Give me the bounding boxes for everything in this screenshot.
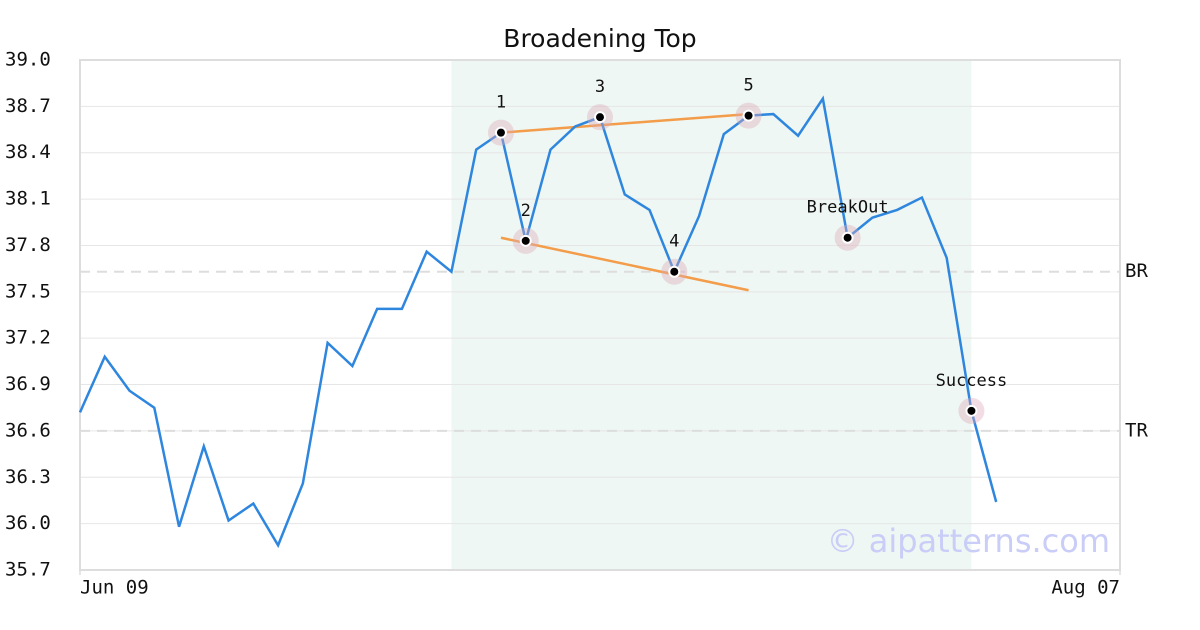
reference-label: TR bbox=[1125, 419, 1148, 441]
pivot-point bbox=[519, 234, 532, 247]
y-tick-label: 36.6 bbox=[5, 419, 51, 441]
chart-title: Broadening Top bbox=[503, 24, 696, 53]
watermark: © aipatterns.com bbox=[827, 522, 1110, 560]
y-tick-label: 36.0 bbox=[5, 512, 51, 534]
pivot-label: 2 bbox=[521, 201, 531, 221]
pivot-label: 3 bbox=[595, 77, 605, 97]
y-tick-label: 35.7 bbox=[5, 559, 51, 581]
x-tick-label: Jun 09 bbox=[80, 577, 149, 599]
pivot-point bbox=[594, 111, 606, 124]
pivot-point bbox=[668, 265, 681, 278]
y-tick-label: 36.9 bbox=[5, 373, 51, 395]
y-tick-label: 37.2 bbox=[5, 327, 51, 349]
pivot-label: Success bbox=[936, 371, 1008, 391]
pivot-label: 1 bbox=[496, 93, 506, 113]
y-tick-label: 38.4 bbox=[5, 141, 51, 163]
pivot-point bbox=[841, 231, 854, 244]
pivot-point bbox=[965, 404, 978, 417]
pivot-point bbox=[494, 126, 507, 139]
y-tick-label: 37.5 bbox=[5, 280, 51, 302]
price-line bbox=[78, 95, 998, 549]
y-tick-label: 37.8 bbox=[5, 234, 51, 256]
pivot-label: 5 bbox=[743, 76, 753, 96]
y-tick-label: 36.3 bbox=[5, 466, 51, 488]
plot-frame bbox=[79, 59, 1121, 571]
y-tick-label: 38.1 bbox=[5, 188, 51, 210]
pivot-label: 4 bbox=[669, 232, 679, 252]
trend-line bbox=[500, 236, 749, 292]
y-tick-label: 38.7 bbox=[5, 95, 51, 117]
pattern-region bbox=[451, 60, 972, 570]
pivot-point bbox=[742, 109, 755, 122]
reference-label: BR bbox=[1125, 260, 1148, 282]
y-tick-label: 39.0 bbox=[5, 49, 51, 71]
x-tick-label: Aug 07 bbox=[1051, 577, 1120, 599]
trend-line bbox=[500, 112, 749, 134]
pivot-label: BreakOut bbox=[807, 198, 889, 218]
